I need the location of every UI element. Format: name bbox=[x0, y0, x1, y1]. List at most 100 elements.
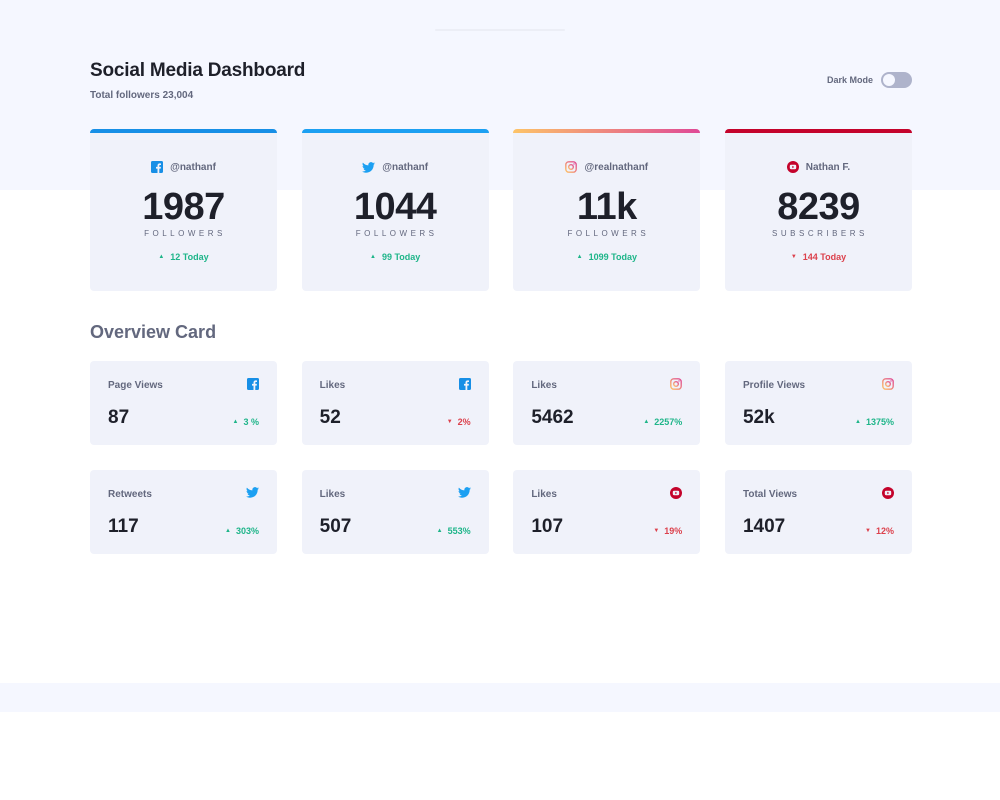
top-decorative-line bbox=[435, 29, 565, 31]
overview-card-value: 507 bbox=[319, 516, 352, 537]
overview-card-value: 52k bbox=[742, 407, 775, 428]
follower-count: 1987 bbox=[142, 186, 225, 228]
follower-card-twitter[interactable]: @nathanf 1044 FOLLOWERS ▲ 99 Today bbox=[301, 129, 489, 291]
card-handle: @realnathanf bbox=[584, 161, 649, 173]
overview-card-label: Likes bbox=[319, 489, 346, 500]
twitter-icon bbox=[457, 487, 471, 498]
overview-card-label: Total Views bbox=[742, 489, 798, 500]
overview-card-change: ▲ 3 % bbox=[233, 417, 259, 427]
dashboard-header: Social Media Dashboard Total followers 2… bbox=[90, 60, 912, 110]
overview-card[interactable]: Likes 507 ▲ 553% bbox=[301, 470, 489, 554]
count-label: FOLLOWERS bbox=[144, 229, 226, 238]
overview-title: Overview Card bbox=[90, 322, 217, 342]
dark-mode-label: Dark Mode bbox=[826, 75, 873, 85]
overview-card[interactable]: Likes 5462 ▲ 2257% bbox=[513, 361, 701, 445]
arrow-down-icon: ▼ bbox=[865, 528, 871, 534]
arrow-up-icon: ▲ bbox=[232, 419, 239, 425]
instagram-icon bbox=[565, 161, 578, 173]
card-handle: Nathan F. bbox=[805, 161, 851, 173]
card-handle-row: @realnathanf bbox=[513, 160, 700, 174]
card-accent-bar bbox=[301, 129, 489, 133]
arrow-up-icon: ▲ bbox=[158, 254, 165, 260]
overview-change-value: 2% bbox=[457, 417, 471, 427]
arrow-up-icon: ▲ bbox=[854, 419, 861, 425]
overview-change-value: 303% bbox=[235, 526, 259, 536]
youtube-icon bbox=[881, 487, 894, 499]
today-change: ▲ 12 Today bbox=[90, 252, 277, 262]
overview-card-change: ▲ 553% bbox=[437, 526, 471, 536]
overview-card-change: ▲ 303% bbox=[225, 526, 259, 536]
dark-mode-toggle[interactable] bbox=[881, 72, 912, 88]
overview-change-value: 1375% bbox=[865, 417, 894, 427]
count-label: SUBSCRIBERS bbox=[772, 229, 868, 238]
overview-card-change: ▲ 1375% bbox=[855, 417, 894, 427]
overview-grid: Page Views 87 ▲ 3 % Likes 52 ▼ 2% Likes bbox=[90, 361, 912, 579]
overview-card-value: 107 bbox=[531, 516, 564, 537]
count-label: FOLLOWERS bbox=[567, 229, 650, 238]
today-change-value: 144 Today bbox=[802, 252, 847, 262]
page-title: Social Media Dashboard bbox=[90, 60, 306, 81]
dark-mode-control: Dark Mode bbox=[827, 72, 912, 88]
overview-card[interactable]: Likes 107 ▼ 19% bbox=[513, 470, 701, 554]
twitter-icon bbox=[362, 161, 376, 173]
arrow-down-icon: ▼ bbox=[653, 528, 660, 534]
card-handle: @nathanf bbox=[382, 161, 429, 173]
follower-count: 11k bbox=[576, 186, 637, 228]
arrow-up-icon: ▲ bbox=[643, 419, 650, 425]
facebook-icon bbox=[458, 378, 471, 390]
follower-card-instagram[interactable]: @realnathanf 11k FOLLOWERS ▲ 1099 Today bbox=[513, 129, 701, 291]
today-change-value: 12 Today bbox=[170, 252, 209, 262]
count-label: FOLLOWERS bbox=[355, 229, 438, 238]
today-change: ▲ 99 Today bbox=[302, 252, 489, 262]
follower-count: 1044 bbox=[353, 186, 437, 228]
arrow-up-icon: ▲ bbox=[370, 254, 376, 260]
toggle-knob bbox=[883, 74, 895, 86]
overview-card-change: ▲ 2257% bbox=[643, 417, 682, 427]
overview-change-value: 2257% bbox=[654, 417, 683, 427]
follower-card-youtube[interactable]: Nathan F. 8239 SUBSCRIBERS ▼ 144 Today bbox=[724, 129, 912, 291]
card-handle-row: @nathanf bbox=[90, 160, 277, 174]
card-handle-row: Nathan F. bbox=[725, 160, 912, 174]
youtube-icon bbox=[786, 161, 799, 173]
overview-card-label: Profile Views bbox=[742, 380, 806, 391]
overview-card-label: Retweets bbox=[108, 489, 152, 500]
arrow-up-icon: ▲ bbox=[225, 528, 231, 534]
overview-card[interactable]: Page Views 87 ▲ 3 % bbox=[90, 361, 277, 445]
overview-card-label: Likes bbox=[531, 489, 557, 500]
overview-row: Retweets 117 ▲ 303% Likes 507 ▲ 553% Lik… bbox=[90, 470, 912, 554]
overview-card-change: ▼ 12% bbox=[865, 526, 894, 536]
overview-card[interactable]: Likes 52 ▼ 2% bbox=[301, 361, 489, 445]
overview-card-label: Page Views bbox=[108, 380, 163, 391]
overview-card[interactable]: Total Views 1407 ▼ 12% bbox=[724, 470, 912, 554]
instagram-icon bbox=[882, 378, 894, 390]
arrow-down-icon: ▼ bbox=[790, 254, 797, 260]
overview-card-label: Likes bbox=[319, 380, 346, 391]
card-accent-bar bbox=[90, 129, 277, 133]
overview-change-value: 12% bbox=[875, 526, 894, 536]
overview-card-value: 5462 bbox=[531, 407, 574, 428]
follower-card-facebook[interactable]: @nathanf 1987 FOLLOWERS ▲ 12 Today bbox=[90, 129, 277, 291]
follower-cards: @nathanf 1987 FOLLOWERS ▲ 12 Today @nath… bbox=[90, 129, 912, 291]
arrow-down-icon: ▼ bbox=[446, 419, 453, 425]
bottom-background-band bbox=[0, 683, 1000, 712]
overview-card[interactable]: Profile Views 52k ▲ 1375% bbox=[724, 361, 912, 445]
overview-card-value: 87 bbox=[108, 407, 130, 428]
facebook-icon bbox=[247, 378, 259, 390]
overview-card-change: ▼ 19% bbox=[653, 526, 682, 536]
follower-count: 8239 bbox=[777, 186, 860, 228]
overview-card-change: ▼ 2% bbox=[447, 417, 471, 427]
overview-card-value: 1407 bbox=[742, 516, 786, 537]
facebook-icon bbox=[151, 161, 164, 173]
overview-card[interactable]: Retweets 117 ▲ 303% bbox=[90, 470, 277, 554]
overview-card-label: Likes bbox=[531, 380, 557, 391]
card-accent-bar bbox=[513, 129, 701, 133]
card-accent-bar bbox=[724, 129, 912, 133]
today-change-value: 1099 Today bbox=[588, 252, 637, 262]
total-followers: Total followers 23,004 bbox=[90, 90, 194, 101]
overview-change-value: 19% bbox=[664, 526, 683, 536]
card-handle: @nathanf bbox=[170, 161, 216, 173]
card-handle-row: @nathanf bbox=[302, 160, 489, 174]
overview-change-value: 3 % bbox=[243, 417, 259, 427]
overview-row: Page Views 87 ▲ 3 % Likes 52 ▼ 2% Likes bbox=[90, 361, 912, 445]
today-change: ▲ 1099 Today bbox=[513, 252, 700, 262]
